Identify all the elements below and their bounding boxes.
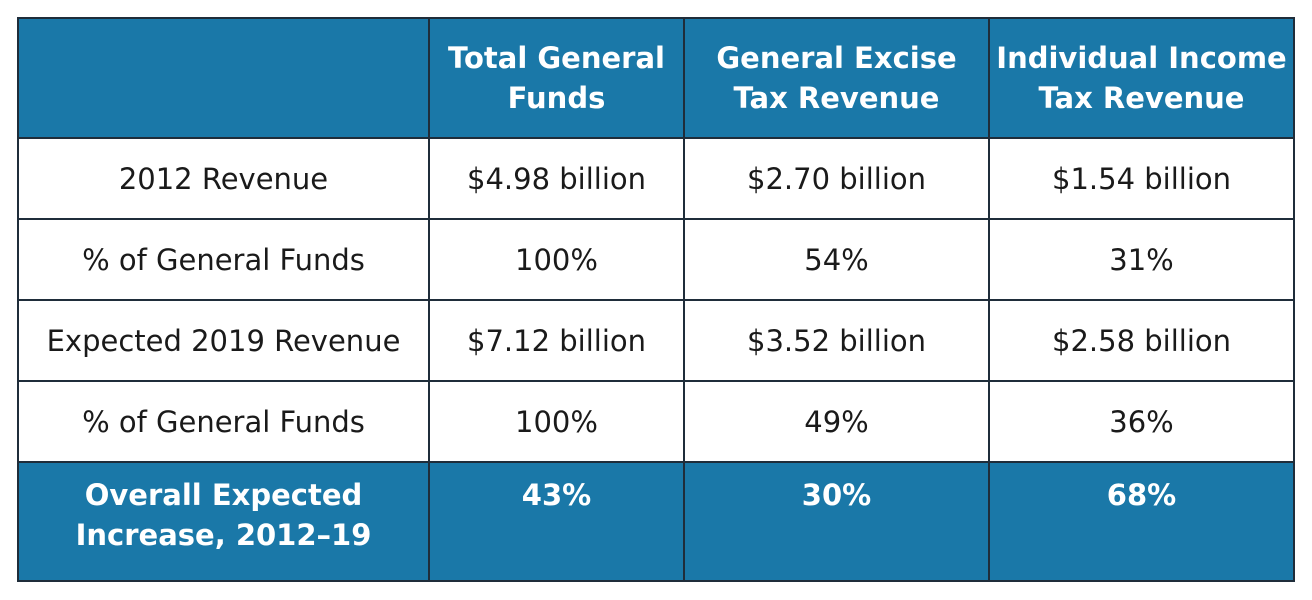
header-individual-income-tax-revenue: Individual Income Tax Revenue — [988, 17, 1295, 139]
table-cell: $1.54 billion — [988, 137, 1295, 220]
footer-cell: 30% — [683, 461, 990, 582]
row-label: % of General Funds — [17, 218, 430, 301]
footer-cell: 43% — [428, 461, 685, 582]
table-cell: 100% — [428, 218, 685, 301]
table-row: % of General Funds 100% 49% 36% — [17, 380, 1295, 463]
table-cell: $2.58 billion — [988, 299, 1295, 382]
table-cell: 31% — [988, 218, 1295, 301]
footer-label: Overall Expected Increase, 2012–19 — [17, 461, 430, 582]
header-row: Total General Funds General Excise Tax R… — [17, 17, 1295, 139]
table-cell: 49% — [683, 380, 990, 463]
revenue-table: Total General Funds General Excise Tax R… — [17, 17, 1295, 582]
row-label: 2012 Revenue — [17, 137, 430, 220]
table-row: Expected 2019 Revenue $7.12 billion $3.5… — [17, 299, 1295, 382]
footer-cell: 68% — [988, 461, 1295, 582]
header-total-general-funds: Total General Funds — [428, 17, 685, 139]
footer-row: Overall Expected Increase, 2012–19 43% 3… — [17, 461, 1295, 582]
table-cell: 36% — [988, 380, 1295, 463]
header-corner-cell — [17, 17, 430, 139]
header-general-excise-tax-revenue: General Excise Tax Revenue — [683, 17, 990, 139]
row-label: % of General Funds — [17, 380, 430, 463]
table-cell: $3.52 billion — [683, 299, 990, 382]
table-cell: $4.98 billion — [428, 137, 685, 220]
table-cell: $7.12 billion — [428, 299, 685, 382]
table-cell: 54% — [683, 218, 990, 301]
table-cell: $2.70 billion — [683, 137, 990, 220]
table-cell: 100% — [428, 380, 685, 463]
table-row: % of General Funds 100% 54% 31% — [17, 218, 1295, 301]
row-label: Expected 2019 Revenue — [17, 299, 430, 382]
table-row: 2012 Revenue $4.98 billion $2.70 billion… — [17, 137, 1295, 220]
